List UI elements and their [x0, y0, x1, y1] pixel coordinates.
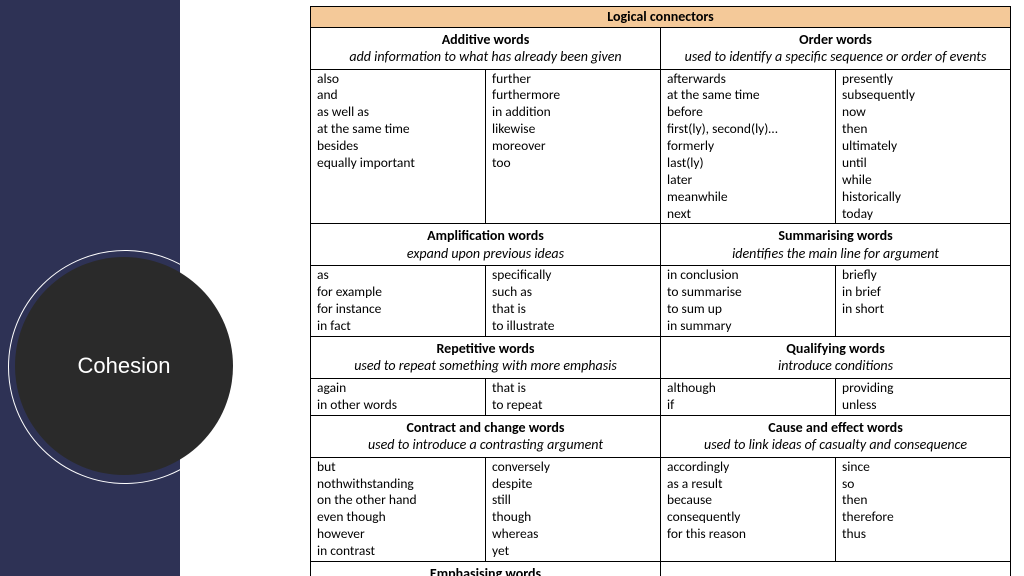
cat-order-header: Order words used to identify a specific … — [661, 27, 1011, 69]
contract-col2: converselydespitestillthoughwhereasyet — [486, 457, 661, 561]
qualifying-col1: althoughif — [661, 378, 836, 415]
cat-title: Summarising words — [667, 225, 1004, 245]
cat-blank-header — [661, 561, 1011, 576]
cat-title: Order words — [667, 29, 1004, 49]
order-col1: afterwardsat the same timebeforefirst(ly… — [661, 69, 836, 224]
cat-desc: used to repeat something with more empha… — [317, 357, 654, 377]
cause-col1: accordinglyas a resultbecauseconsequentl… — [661, 457, 836, 561]
amplification-col1: asfor examplefor instancein fact — [311, 266, 486, 337]
title-circle-text: Cohesion — [78, 353, 171, 379]
additive-col2: furtherfurthermorein additionlikewisemor… — [486, 69, 661, 224]
table-container: Logical connectors Additive words add in… — [310, 6, 1010, 576]
contract-col1: butnothwithstandingon the other handeven… — [311, 457, 486, 561]
cat-cause-header: Cause and effect words used to link idea… — [661, 415, 1011, 457]
title-circle: Cohesion — [15, 257, 233, 475]
cat-amplification-header: Amplification words expand upon previous… — [311, 224, 661, 266]
cat-desc: add information to what has already been… — [317, 48, 654, 68]
cat-desc: expand upon previous ideas — [317, 245, 654, 265]
summarising-col1: in conclusionto summariseto sum upin sum… — [661, 266, 836, 337]
cat-desc: introduce conditions — [667, 357, 1004, 377]
amplification-col2: specificallysuch asthat isto illustrate — [486, 266, 661, 337]
repetitive-col1: againin other words — [311, 378, 486, 415]
cat-emphasising-header: Emphasising words — [311, 561, 661, 576]
additive-col1: alsoandas well asat the same timebesides… — [311, 69, 486, 224]
cat-contract-header: Contract and change words used to introd… — [311, 415, 661, 457]
slide-stage: Cohesion Logical connectors Additive wor… — [0, 0, 1024, 576]
cat-title: Contract and change words — [317, 417, 654, 437]
cat-title: Emphasising words — [317, 563, 654, 576]
cat-desc: identifies the main line for argument — [667, 245, 1004, 265]
cat-title: Repetitive words — [317, 338, 654, 358]
cause-col2: sincesothenthereforethus — [836, 457, 1011, 561]
cat-repetitive-header: Repetitive words used to repeat somethin… — [311, 336, 661, 378]
order-col2: presentlysubsequentlynowthenultimatelyun… — [836, 69, 1011, 224]
cat-title: Amplification words — [317, 225, 654, 245]
cat-title: Qualifying words — [667, 338, 1004, 358]
cat-desc: used to introduce a contrasting argument — [317, 436, 654, 456]
logical-connectors-table: Logical connectors Additive words add in… — [310, 6, 1011, 576]
cat-additive-header: Additive words add information to what h… — [311, 27, 661, 69]
summarising-col2: brieflyin briefin short — [836, 266, 1011, 337]
cat-title: Cause and effect words — [667, 417, 1004, 437]
cat-title: Additive words — [317, 29, 654, 49]
qualifying-col2: providingunless — [836, 378, 1011, 415]
cat-desc: used to link ideas of casualty and conse… — [667, 436, 1004, 456]
cat-desc: used to identify a specific sequence or … — [667, 48, 1004, 68]
cat-summarising-header: Summarising words identifies the main li… — [661, 224, 1011, 266]
cat-qualifying-header: Qualifying words introduce conditions — [661, 336, 1011, 378]
table-main-header: Logical connectors — [311, 7, 1011, 28]
repetitive-col2: that isto repeat — [486, 378, 661, 415]
